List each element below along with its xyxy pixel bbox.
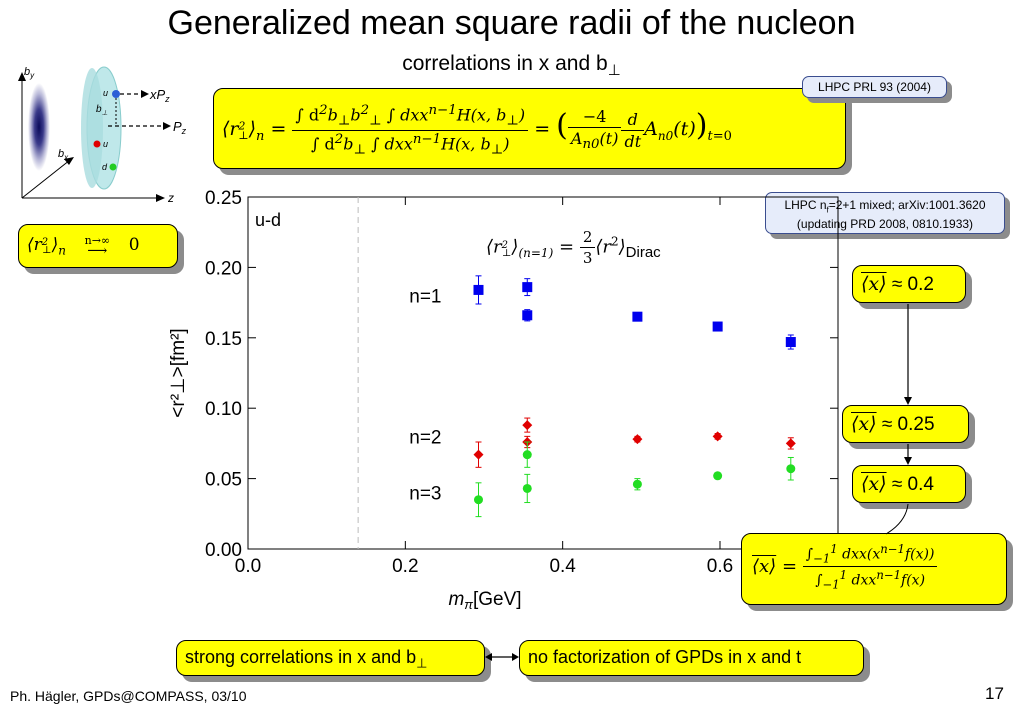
by-sub: y [29,71,35,80]
y-tick-label: 0.00 [205,540,242,561]
series-label: n=1 [409,287,441,308]
x-tick-label: 0.4 [549,556,576,577]
radii-chart: 0.00 0.05 0.10 0.15 0.20 0.25 0.0 0.2 0.4 0.6 u-d… [168,188,839,612]
series-labels: n=1 n=2 n=3 [409,287,441,505]
double-arrow [485,653,519,661]
x-tick-label: 0.0 [235,556,261,577]
density-blob [28,83,50,171]
bx-axis [21,159,71,199]
bperp-label: b [96,104,102,115]
right-connectors [885,304,912,535]
bottom-right-box: no factorization of GPDs in x and t [519,640,864,676]
data-point-n1 [522,310,533,321]
svg-text:xPz: xPz [149,87,170,104]
page-number: 17 [985,684,1004,703]
data-point-n2 [473,449,484,460]
x-avg-box-3: ⟨x⟩ ≈ 0.4 [852,465,966,503]
data-point-n3 [473,495,483,505]
panel-label: u-d [255,210,281,230]
y-tick-label: 0.25 [205,188,242,209]
footer-text: Ph. Hägler, GPDs@COMPASS, 03/10 [10,688,247,704]
u-quark-dot [93,140,101,148]
bottom-right-text: no factorization of GPDs in x and t [528,647,802,667]
data-point-n1 [473,284,484,295]
svg-text:b⊥: b⊥ [96,104,108,117]
data-point-n3 [713,471,723,481]
ref2-sub: f [826,205,829,215]
data-point-n2 [785,438,796,449]
data-point-n1 [522,282,533,293]
bx-label: b [58,148,64,160]
data-point-n3 [522,450,532,460]
nucleon-diagram: by bx z u u d b⊥ xPz Pz [18,66,187,205]
x-axis-label: mπ[GeV] [448,589,521,612]
slide-title: Generalized mean square radii of the nuc… [167,4,856,42]
data-point-n1 [632,311,643,322]
slide-subtitle: correlations in x and b⊥ [0,52,1023,79]
bottom-left-sub: ⊥ [416,655,428,671]
plot-frame [247,196,839,550]
bottom-left-text: strong correlations in x and b [185,647,417,667]
main-formula: ⟨r2⊥⟩n = ∫ d2b⊥b2⊥ ∫ dxxn−1H(x, b⊥) ∫ d2b… [222,103,732,158]
z-label: z [167,191,174,205]
y-tick-label: 0.20 [205,258,242,279]
x-avg-value-2: ≈ 0.25 [881,414,935,435]
data-marks [473,275,796,518]
data-point-n3 [522,483,532,493]
u-label: u [103,139,108,149]
subtitle-text: correlations in x and b [402,52,608,75]
data-point-n1 [785,337,796,348]
y-tick-label: 0.05 [205,470,242,491]
y-tick-label: 0.15 [205,329,242,350]
y-tick-label: 0.10 [205,399,242,420]
subtitle-subscript: ⊥ [607,62,621,80]
xpz-label: xP [149,87,166,102]
x-tick-label: 0.2 [392,556,418,577]
data-point-n3 [786,464,796,474]
ref2-rest: =2+1 mixed; arXiv:1001.3620 [828,198,986,212]
bperp-sub: ⊥ [102,110,108,117]
u-quark-top [112,90,120,98]
ref2-line2: (updating PRD 2008, 0810.1933) [796,217,974,232]
data-point-n1 [712,321,723,332]
reference-box-lhpc: LHPC nf=2+1 mixed; arXiv:1001.3620 (upda… [765,192,1005,234]
x-avg-box-2: ⟨x⟩ ≈ 0.25 [842,405,969,443]
x-avg-box-1: ⟨x⟩ ≈ 0.2 [852,265,966,303]
limit-arrow-label: n→∞ [84,234,111,247]
svg-text:bx: bx [58,148,69,162]
axis-ticks: 0.00 0.05 0.10 0.15 0.20 0.25 0.0 0.2 0.4 0.6 [205,188,838,577]
data-point-n3 [632,479,642,489]
series-label: n=2 [409,427,441,448]
chart-annotation: ⟨r2⊥⟩(n=1) = 2 3 ⟨r2⟩Dirac [486,228,661,267]
d-quark-dot [109,163,117,171]
main-formula-box: ⟨r2⊥⟩n = ∫ d2b⊥b2⊥ ∫ dxxn−1H(x, b⊥) ∫ d2b… [213,88,846,169]
d-label: d [102,162,108,172]
xpz-sub: z [164,94,170,104]
y-axis-label: <r²⊥>[fm²] [168,328,189,417]
pz-sub: z [181,126,187,136]
pz-label: P [173,119,182,134]
bx-sub: x [63,153,69,162]
u-label-top: u [103,88,108,98]
data-point-n2 [712,431,723,442]
x-tick-label: 0.6 [707,556,733,577]
svg-text:by: by [24,66,35,80]
svg-text:Pz: Pz [173,119,187,136]
reference-box-prl: LHPC PRL 93 (2004) [802,76,947,98]
limit-value: 0 [128,235,140,255]
x-avg-definition-box: ⟨x⟩ = ∫−11 dxx(xn−1f(x)) ∫−11 dxxn−1f(x) [741,533,1007,605]
x-avg-value-3: ≈ 0.4 [891,474,934,495]
series-label: n=3 [409,484,441,505]
bottom-left-box: strong correlations in x and b⊥ [176,640,485,676]
x-avg-value-1: ≈ 0.2 [891,274,934,295]
by-label: b [24,66,30,78]
data-point-n2 [522,420,533,431]
limit-box: ⟨r2⊥⟩n n→∞ ⟶ 0 [18,224,178,268]
data-point-n2 [632,434,643,445]
ref2-line1: LHPC n [784,198,827,212]
